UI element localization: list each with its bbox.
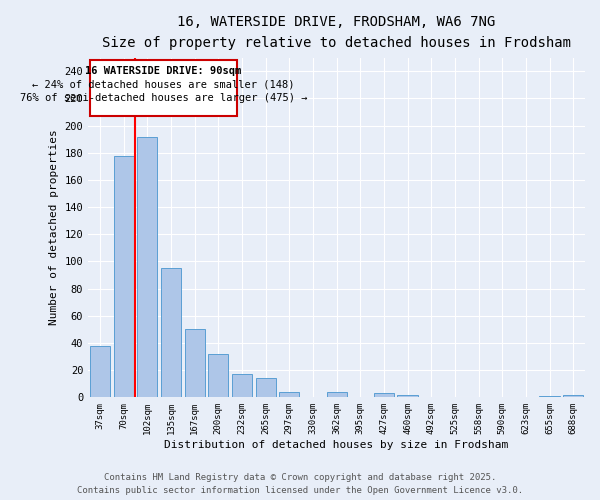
Text: Contains HM Land Registry data © Crown copyright and database right 2025.
Contai: Contains HM Land Registry data © Crown c… [77, 474, 523, 495]
Bar [90, 60, 237, 116]
Text: 16 WATERSIDE DRIVE: 90sqm: 16 WATERSIDE DRIVE: 90sqm [85, 66, 242, 76]
Title: 16, WATERSIDE DRIVE, FRODSHAM, WA6 7NG
Size of property relative to detached hou: 16, WATERSIDE DRIVE, FRODSHAM, WA6 7NG S… [102, 15, 571, 50]
Bar [208, 354, 229, 398]
Bar [539, 396, 560, 398]
Bar [563, 394, 583, 398]
Bar [397, 394, 418, 398]
Y-axis label: Number of detached properties: Number of detached properties [49, 130, 59, 326]
Bar [113, 156, 134, 398]
Bar [161, 268, 181, 398]
Bar [256, 378, 275, 398]
Bar [279, 392, 299, 398]
Text: 76% of semi-detached houses are larger (475) →: 76% of semi-detached houses are larger (… [20, 93, 307, 103]
Bar [374, 394, 394, 398]
Bar [185, 330, 205, 398]
Bar [326, 392, 347, 398]
Bar [232, 374, 252, 398]
Bar [90, 346, 110, 398]
X-axis label: Distribution of detached houses by size in Frodsham: Distribution of detached houses by size … [164, 440, 509, 450]
Text: ← 24% of detached houses are smaller (148): ← 24% of detached houses are smaller (14… [32, 80, 295, 90]
Bar [137, 136, 157, 398]
